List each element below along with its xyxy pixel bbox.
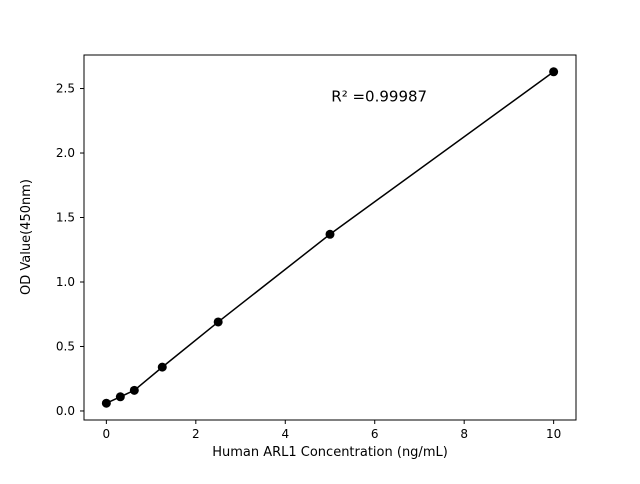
x-tick-label: 2	[192, 427, 200, 441]
y-tick-label: 1.0	[56, 275, 75, 289]
x-axis-label: Human ARL1 Concentration (ng/mL)	[212, 445, 448, 460]
data-point-marker	[549, 67, 559, 77]
plot-area: 0 2 4 6 8 10 0.0 0.5 1.0 1.5 2.0 2.5	[56, 54, 577, 441]
x-tick-label: 0	[103, 427, 111, 441]
data-point-marker	[101, 398, 111, 408]
data-point-marker	[157, 362, 167, 372]
y-tick-label: 2.5	[56, 82, 75, 96]
y-tick-label: 0.5	[56, 339, 75, 353]
r-squared-annotation: R² =0.99987	[331, 87, 427, 105]
x-tick-label: 4	[281, 427, 289, 441]
y-tick-label: 2.0	[56, 146, 75, 160]
data-point-marker	[115, 392, 125, 402]
y-tick-label: 0.0	[56, 404, 75, 418]
data-point-marker	[129, 385, 139, 395]
plot-spines	[83, 54, 577, 421]
x-tick-label: 8	[460, 427, 468, 441]
y-axis-label: OD Value(450nm)	[19, 179, 34, 295]
y-tick-label: 1.5	[56, 211, 75, 225]
data-point-marker	[213, 317, 223, 327]
data-point-marker	[325, 229, 335, 239]
x-tick-label: 6	[371, 427, 379, 441]
x-tick-label: 10	[546, 427, 561, 441]
